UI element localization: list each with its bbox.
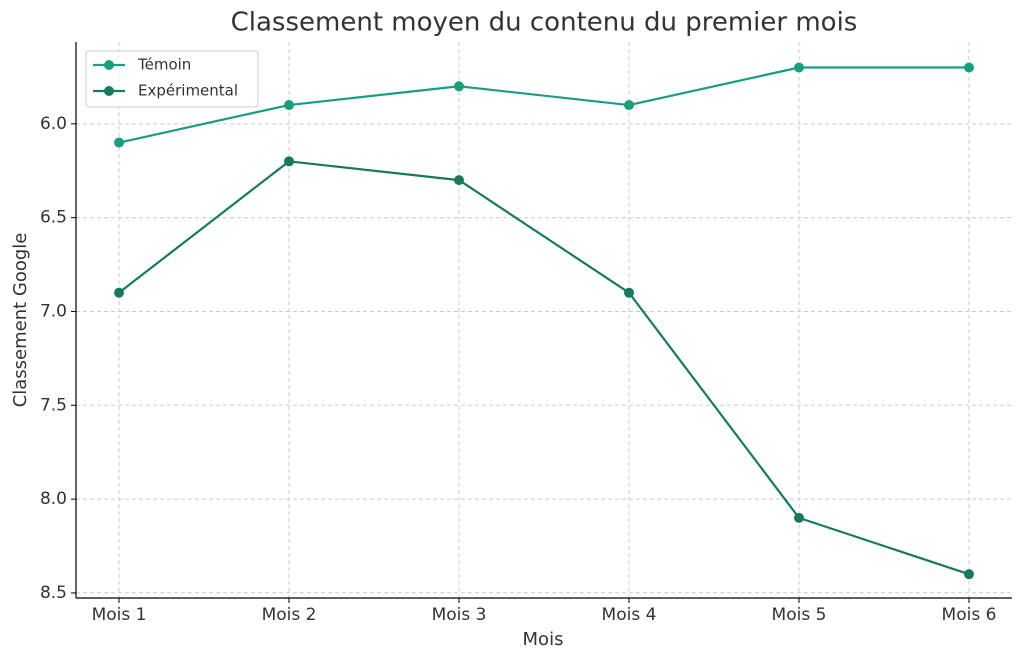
y-tick-label: 8.0 xyxy=(40,489,67,509)
legend-box xyxy=(85,50,259,108)
x-tick-label: Mois 3 xyxy=(432,605,487,625)
point xyxy=(114,137,125,148)
point xyxy=(284,156,295,167)
legend-marker xyxy=(104,60,114,70)
point xyxy=(623,287,634,298)
point xyxy=(963,569,974,580)
y-tick-label: 7.5 xyxy=(40,395,67,415)
legend-label: Expérimental xyxy=(138,82,238,100)
series-line xyxy=(118,66,969,144)
x-tick-label: Mois 6 xyxy=(942,605,997,625)
series-line xyxy=(118,160,970,576)
chart-title: Classement moyen du contenu du premier m… xyxy=(231,8,858,38)
point xyxy=(454,175,465,186)
x-tick-label: Mois 5 xyxy=(772,605,827,625)
point xyxy=(793,512,804,523)
y-tick-label: 8.5 xyxy=(40,583,67,603)
x-tick-label: Mois 2 xyxy=(262,605,317,625)
y-axis-label: Classement Google xyxy=(10,233,31,408)
x-tick-label: Mois 1 xyxy=(92,605,147,625)
x-tick-label: Mois 4 xyxy=(602,605,657,625)
point xyxy=(793,62,804,73)
legend-label: Témoin xyxy=(137,56,191,74)
point xyxy=(623,100,634,111)
point xyxy=(963,62,974,73)
point xyxy=(114,287,125,298)
y-tick-label: 6.0 xyxy=(40,114,67,134)
point xyxy=(284,100,295,111)
y-tick-label: 7.0 xyxy=(40,301,67,321)
point xyxy=(454,81,465,92)
x-axis-label: Mois xyxy=(523,629,564,650)
y-tick-label: 6.5 xyxy=(40,208,67,228)
legend-marker xyxy=(104,86,114,96)
